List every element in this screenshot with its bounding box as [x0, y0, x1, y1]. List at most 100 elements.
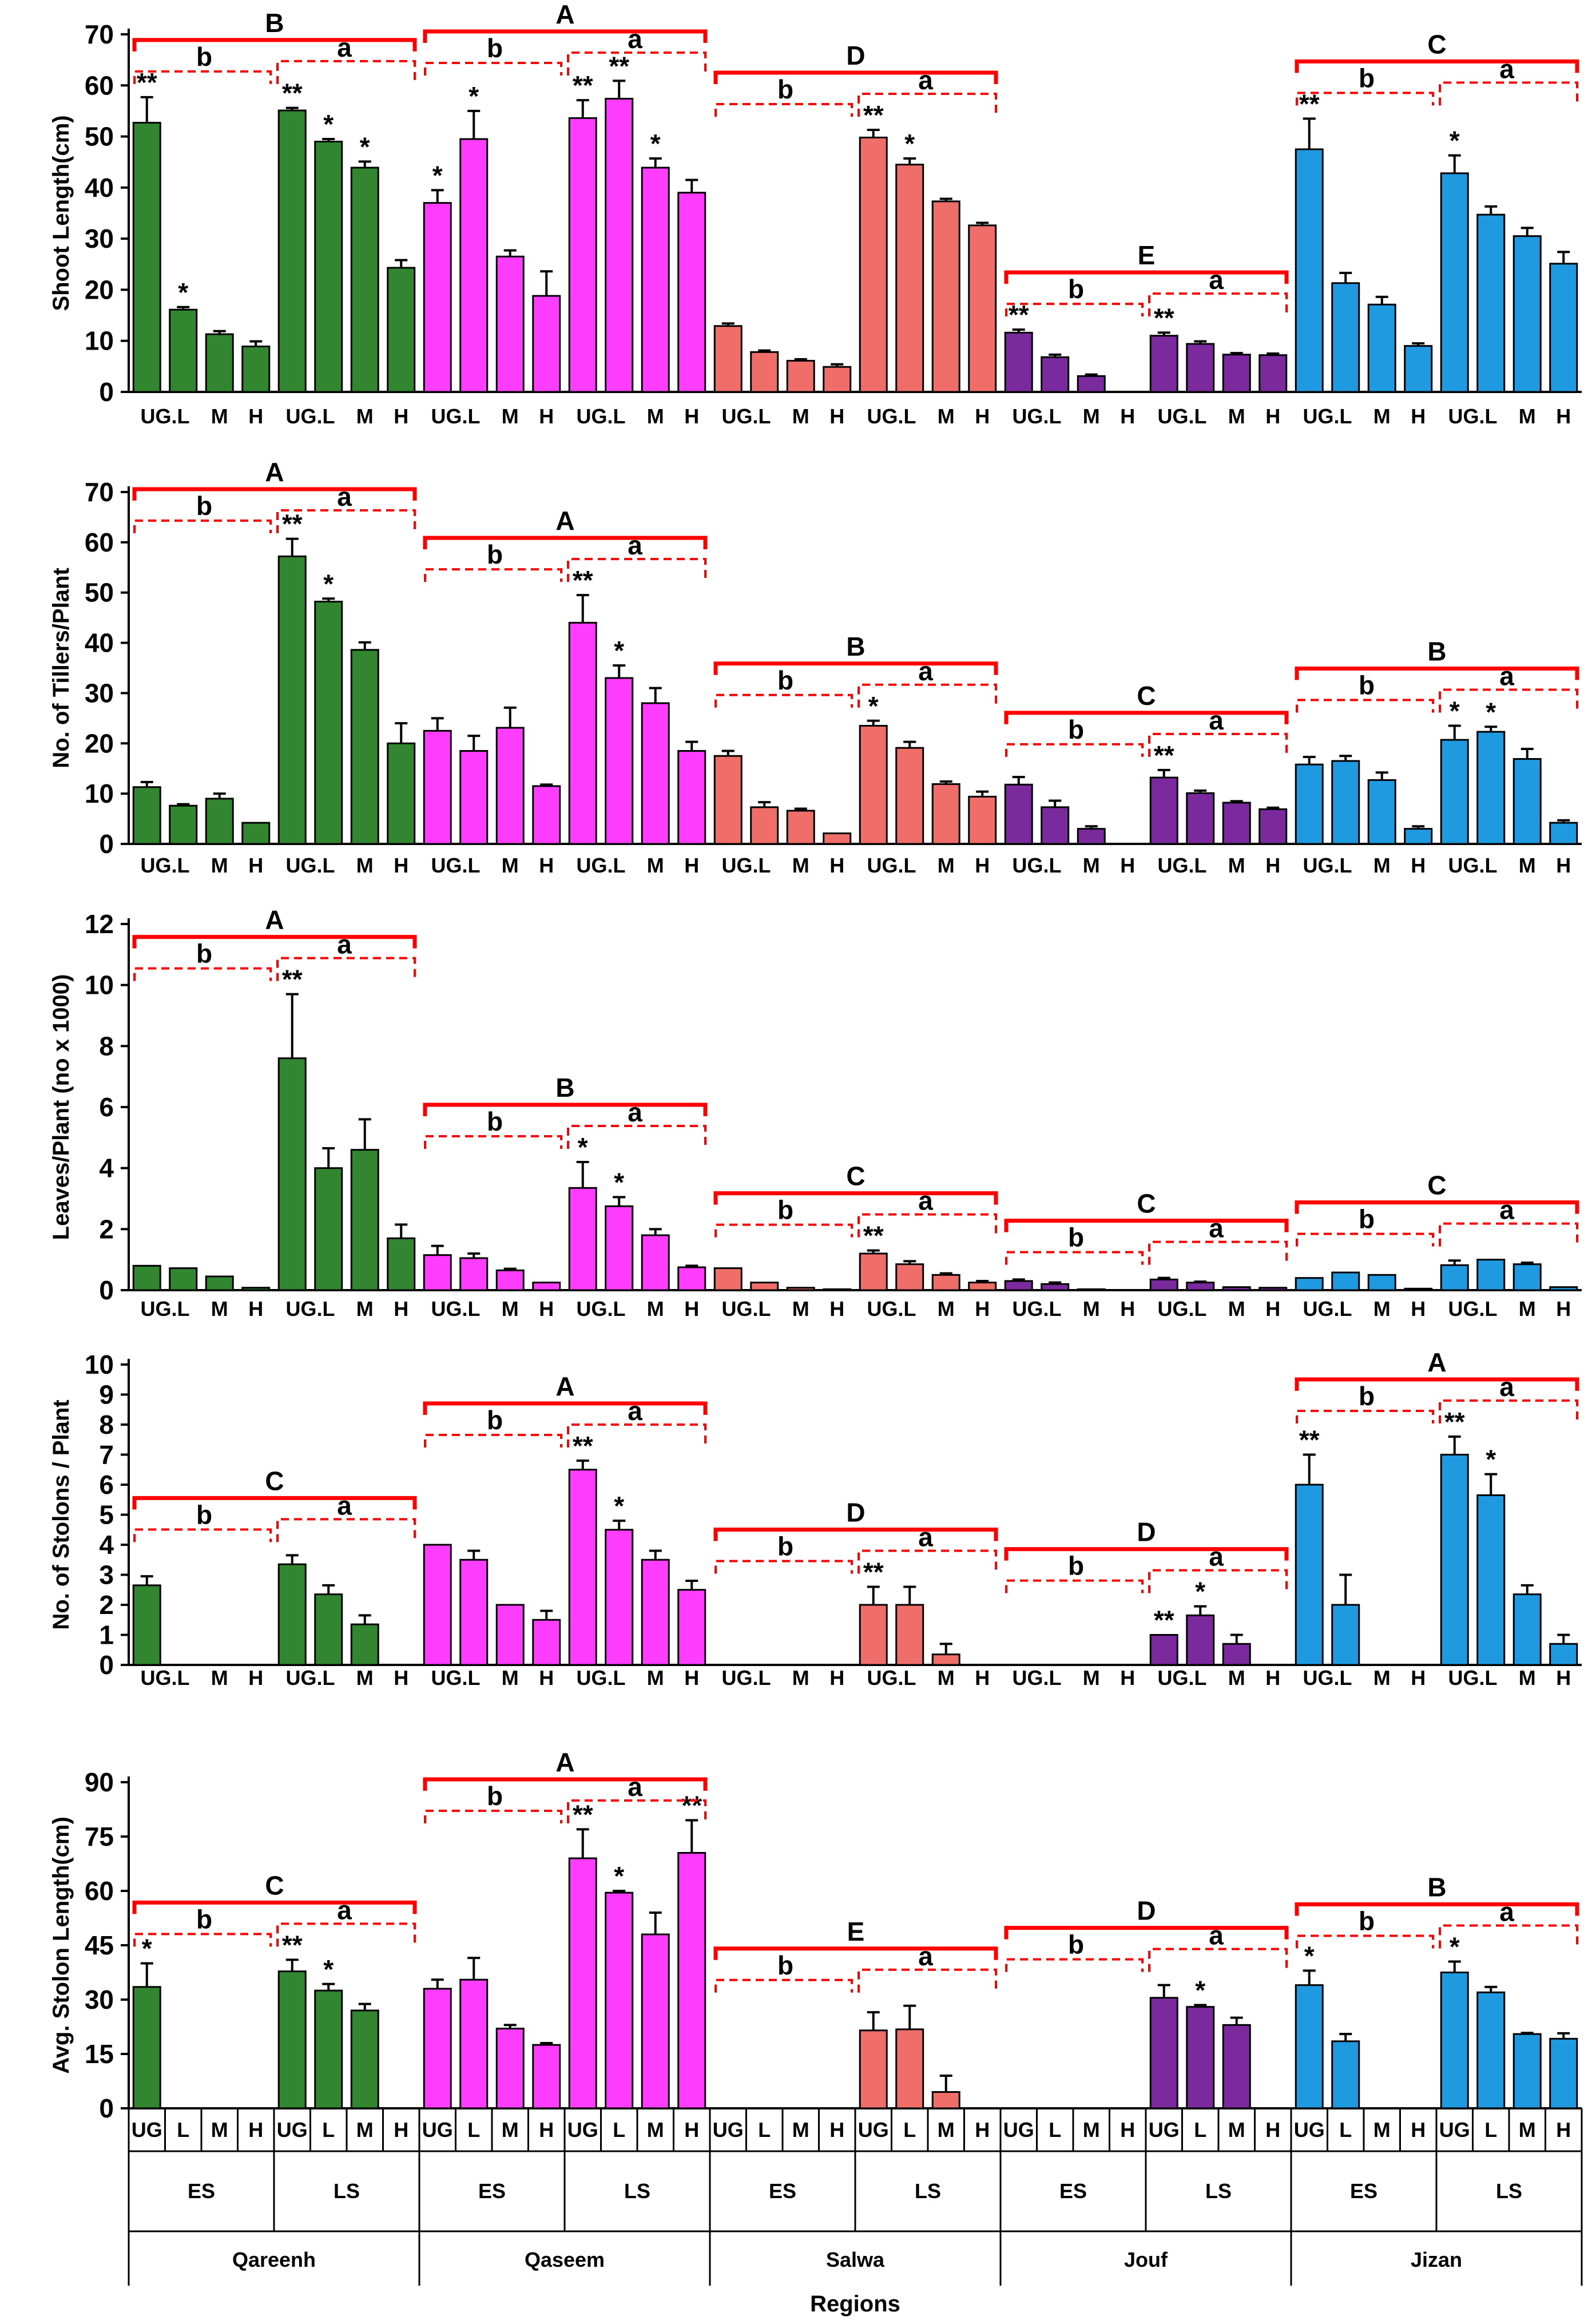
bar	[1512, 1263, 1542, 1291]
bar	[641, 1933, 670, 2109]
season-letter-ls: a	[918, 1941, 933, 1971]
season-letter-ls: a	[1209, 1213, 1224, 1243]
significance-marker: **	[573, 1431, 593, 1461]
category-label: L	[903, 2118, 916, 2141]
x-tick-label: H	[1411, 1297, 1426, 1320]
bar	[823, 1288, 852, 1291]
bar	[350, 166, 379, 393]
bar	[677, 1589, 706, 1666]
x-tick-label: H	[248, 854, 263, 877]
season-letter-ls: a	[1209, 1921, 1224, 1950]
season-bracket-ls	[857, 1968, 997, 1993]
season-letter-ls: a	[1499, 661, 1514, 691]
bar	[1440, 1264, 1469, 1291]
y-tick-label: 7	[99, 1440, 114, 1470]
significance-marker: *	[323, 1954, 334, 1984]
x-tick-label: M	[1373, 1297, 1391, 1320]
bar	[169, 804, 198, 845]
x-tick-label: UG.L	[1158, 1666, 1207, 1690]
region-letter: A	[555, 1371, 574, 1401]
bar	[205, 333, 234, 393]
significance-marker: **	[609, 51, 629, 81]
bar	[859, 136, 888, 393]
y-tick-label: 30	[85, 224, 114, 253]
x-tick-label: M	[356, 404, 374, 428]
x-tick-label: UG.L	[1448, 1666, 1498, 1690]
season-letter-es: b	[196, 42, 212, 72]
bar	[132, 121, 161, 393]
x-tick-label: H	[248, 1666, 263, 1690]
bar	[750, 351, 779, 393]
season-letter-ls: a	[337, 930, 352, 959]
category-label: M	[356, 2118, 374, 2141]
x-tick-label: M	[211, 404, 228, 428]
region-letter: A	[555, 0, 574, 29]
x-tick-label: M	[792, 404, 809, 428]
bar	[968, 224, 997, 393]
y-tick-label: 50	[85, 122, 114, 152]
bar	[1512, 1593, 1542, 1666]
season-label: LS	[915, 2179, 941, 2203]
x-tick-label: UG.L	[722, 404, 771, 428]
category-label: M	[502, 2118, 519, 2141]
x-tick-label: H	[1120, 854, 1135, 877]
significance-marker: *	[1195, 1976, 1205, 2005]
x-tick-label: M	[792, 1297, 809, 1320]
x-tick-label: H	[1265, 1666, 1280, 1690]
region-bracket	[1004, 1219, 1289, 1232]
bar	[205, 798, 234, 845]
region-bracket	[1295, 1902, 1579, 1916]
bar	[1222, 1643, 1251, 1666]
season-bracket-ls	[1148, 1948, 1288, 1972]
y-tick-label: 60	[85, 1876, 114, 1906]
x-tick-label: M	[1519, 1297, 1536, 1320]
bar	[1149, 335, 1178, 393]
x-tick-label: M	[1228, 1297, 1245, 1320]
season-letter-ls: a	[1499, 1897, 1514, 1927]
y-tick-label: 3	[99, 1560, 114, 1590]
region-bracket	[1004, 270, 1289, 284]
x-tick-label: H	[1120, 1297, 1135, 1320]
bar	[605, 1205, 634, 1291]
category-label: M	[1228, 2118, 1245, 2141]
bar	[1331, 760, 1360, 845]
y-tick-label: 9	[99, 1380, 114, 1410]
season-letter-es: b	[1359, 671, 1375, 700]
y-axis-title: Avg. Stolon Length(cm)	[49, 1817, 74, 2074]
x-tick-label: UG.L	[1303, 1297, 1352, 1320]
bar	[1222, 1286, 1251, 1291]
bar	[1149, 776, 1178, 845]
category-label: UG	[1294, 2118, 1325, 2141]
bar	[1295, 148, 1324, 393]
bar	[1077, 375, 1106, 393]
y-tick-label: 40	[85, 173, 114, 203]
category-label: M	[1083, 2118, 1100, 2141]
x-tick-label: UG.L	[286, 1297, 335, 1320]
region-letter: D	[1137, 1896, 1156, 1926]
bar	[387, 267, 416, 393]
x-tick-label: UG.L	[141, 854, 190, 877]
bar	[1440, 172, 1469, 393]
category-label: H	[829, 2118, 844, 2141]
x-tick-label: UG.L	[577, 404, 626, 428]
bar	[1041, 1283, 1070, 1291]
season-letter-es: b	[487, 33, 503, 63]
x-tick-label: UG.L	[722, 1297, 771, 1320]
season-bracket-es	[424, 1434, 562, 1447]
x-tick-label: M	[938, 404, 955, 428]
significance-marker: *	[614, 636, 624, 665]
x-tick-label: H	[1265, 1297, 1280, 1320]
category-label: L	[177, 2118, 189, 2141]
season-bracket-ls	[276, 1518, 416, 1542]
bar	[423, 1254, 452, 1291]
significance-marker: *	[1450, 1932, 1460, 1962]
significance-marker: *	[360, 132, 370, 161]
significance-marker: *	[142, 1934, 152, 1964]
category-label: UG	[277, 2118, 308, 2141]
bar	[1440, 739, 1469, 845]
season-bracket-ls	[567, 51, 706, 76]
x-tick-label: UG.L	[1303, 404, 1352, 428]
bar	[1512, 2033, 1542, 2109]
